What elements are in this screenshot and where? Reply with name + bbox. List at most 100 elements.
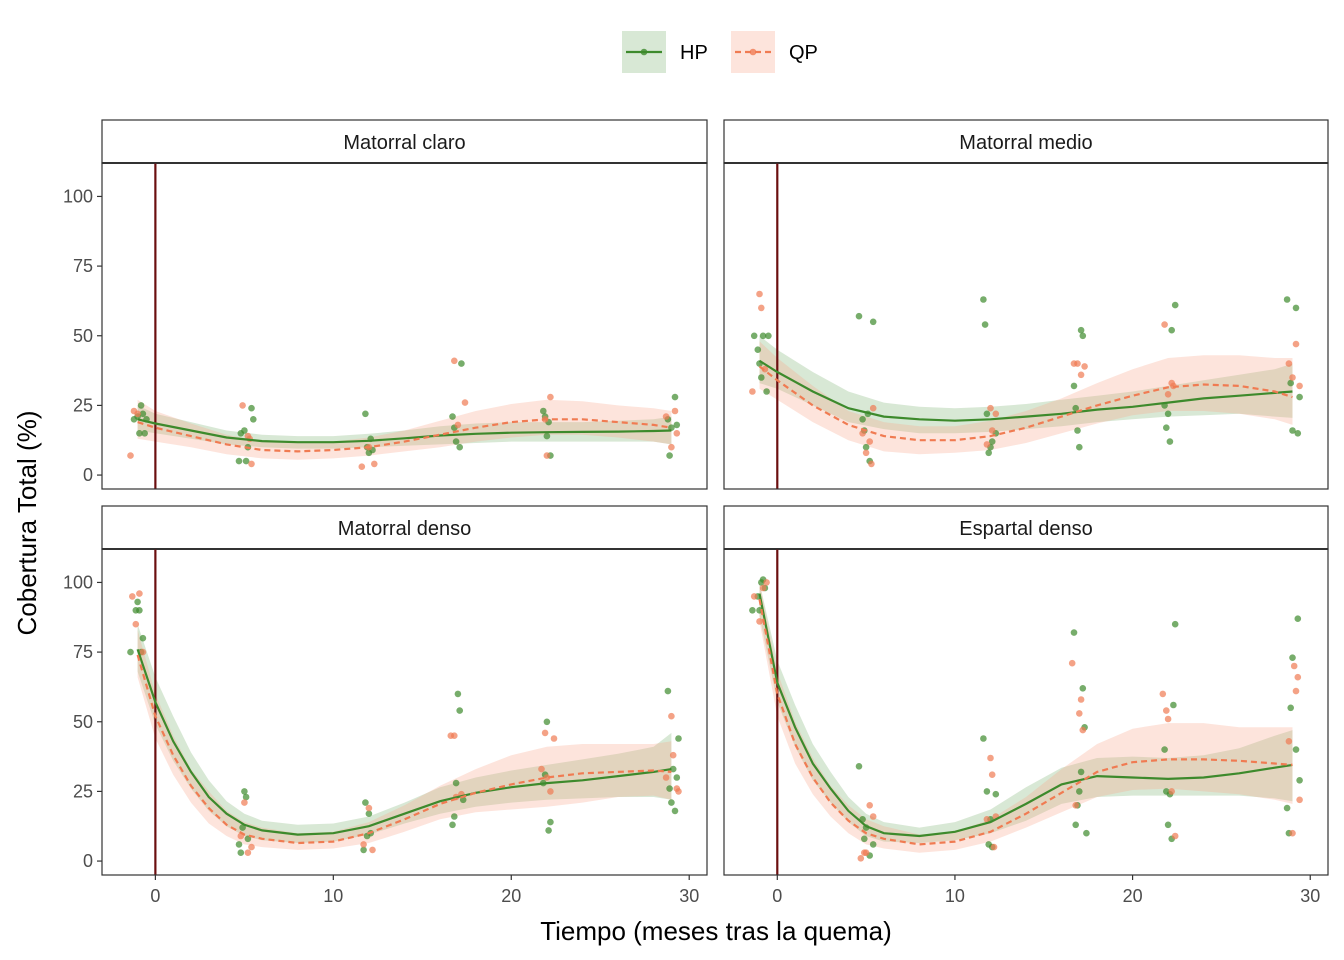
data-point-hp [141,430,148,437]
data-point-hp [456,707,464,714]
data-point-qp [1077,696,1085,703]
data-point-hp [765,332,772,340]
data-point-qp [1163,707,1170,714]
data-point-qp [1289,829,1296,837]
data-point-qp [1081,363,1088,370]
data-point-qp [244,849,252,856]
fit-line-qp [137,418,672,453]
panel-matorral-denso: Matorral denso 0 25 50 75 100 0 10 20 30 [63,505,708,906]
panel-strip [723,505,1329,550]
x-tick-label: 0 [772,886,782,906]
data-point-hp [666,785,673,792]
data-point-hp [241,788,248,795]
data-point-qp [1290,662,1298,670]
data-point-hp [673,421,681,429]
data-point-hp [983,788,991,795]
data-point-hp [859,416,866,423]
data-point-qp [547,788,554,795]
plot-area [749,549,1303,875]
data-point-qp [987,754,994,762]
data-point-hp [1171,301,1179,309]
data-point-qp [866,802,873,809]
data-point-hp [668,799,675,806]
data-point-hp [237,849,245,856]
data-point-hp [250,416,257,423]
y-tick-label: 100 [63,186,93,206]
data-point-qp [1164,715,1172,723]
data-point-hp [675,735,682,742]
data-point-hp [1163,424,1170,432]
data-point-hp [985,449,992,457]
data-point-hp [983,410,991,418]
data-point-qp [1076,710,1083,717]
data-point-hp [235,841,243,848]
panel-title: Matorral claro [343,132,465,154]
legend-label: QP [789,42,818,64]
panel-espartal-denso: Espartal denso 0 10 20 30 [723,505,1329,906]
data-point-qp [675,788,682,795]
data-point-hp [1289,654,1296,661]
data-point-hp [456,443,464,451]
x-axis-title: Tiempo (meses tras la quema) [540,916,892,946]
data-point-qp [248,460,255,468]
data-point-hp [545,827,552,834]
data-point-qp [763,579,770,586]
data-point-qp [1292,687,1300,695]
data-point-hp [981,321,989,328]
data-point-hp [869,841,877,848]
data-point-hp [980,735,987,742]
data-point-hp [136,430,143,437]
data-point-qp [1285,360,1293,367]
data-point-hp [1070,382,1078,390]
data-point-hp [1289,427,1296,434]
panel-title: Espartal denso [959,518,1092,540]
data-point-qp [1079,726,1087,734]
data-point-qp [365,804,373,812]
panel-strip [101,505,708,550]
data-point-qp [750,593,758,600]
data-point-hp [360,846,367,854]
panel-border [723,162,1329,490]
data-point-qp [992,410,1000,418]
legend-item-hp: HP [622,31,708,73]
data-point-hp [1170,701,1177,709]
data-point-qp [1294,673,1302,681]
data-point-hp [547,818,554,826]
data-point-qp [988,427,996,434]
data-point-hp [543,432,551,440]
data-point-hp [855,763,863,770]
data-point-hp [451,813,458,820]
data-point-hp [869,318,877,326]
data-point-qp [1292,340,1300,348]
fit-line-qp [136,654,672,845]
data-point-qp [857,855,865,862]
data-point-qp [1168,788,1175,795]
ribbon-hp [137,624,672,843]
y-tick-label: 25 [73,395,93,415]
data-point-hp [362,410,369,418]
data-point-hp [1072,821,1079,829]
x-tick-label: 10 [945,886,965,906]
data-point-qp [868,460,875,468]
x-tick-label: 30 [679,886,699,906]
panel-strip [101,119,708,164]
data-point-hp [750,332,758,340]
x-tick-label: 20 [1123,886,1143,906]
data-point-qp [1171,832,1179,840]
data-point-hp [1171,620,1179,628]
ribbon-qp [759,582,1293,853]
data-point-hp [664,687,672,695]
data-point-hp [1077,768,1085,776]
data-point-hp [1292,304,1300,312]
plot-area [127,163,681,489]
data-point-qp [541,729,549,737]
x-tick-label: 10 [323,886,343,906]
data-point-hp [242,457,250,465]
data-point-qp [369,846,376,854]
data-point-hp [242,793,250,801]
data-point-hp [235,457,243,465]
data-point-hp [1164,410,1172,418]
fit-line-qp [758,365,1293,442]
data-point-qp [547,393,554,401]
panel-strip [723,119,1329,164]
